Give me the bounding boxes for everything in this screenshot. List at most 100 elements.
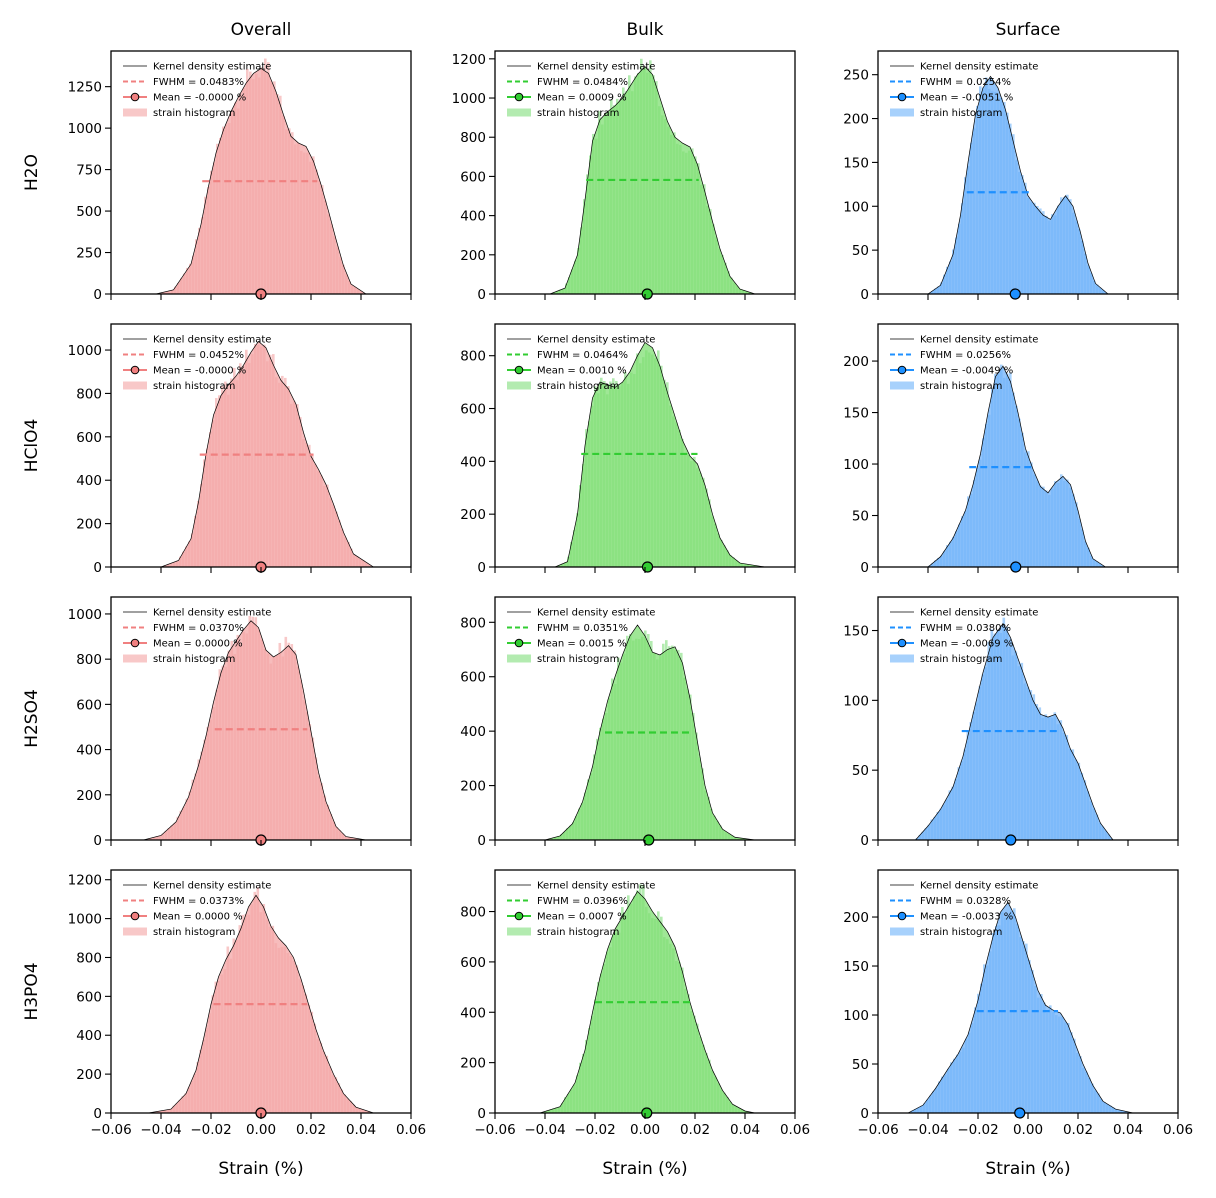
x-tick-label: 0.02 (680, 1122, 710, 1138)
legend-hist-swatch (890, 927, 914, 936)
legend-mean-swatch-marker (897, 911, 907, 921)
legend-hist-swatch (507, 381, 531, 390)
x-tick-label: −0.04 (524, 1122, 565, 1138)
y-tick-label: 100 (843, 693, 869, 709)
legend-label: strain histogram (920, 927, 1002, 938)
legend-mean-swatch-marker (514, 365, 524, 375)
mean-marker (643, 834, 655, 846)
y-tick-label: 600 (460, 169, 486, 185)
mean-marker (1010, 561, 1022, 573)
y-tick-label: 0 (93, 1106, 102, 1122)
legend-label: Mean = 0.0015 % (537, 639, 627, 650)
y-tick-label: 0 (860, 287, 869, 303)
legend-label: strain histogram (153, 108, 235, 119)
legend-hist-swatch (890, 381, 914, 390)
plot-area (155, 58, 367, 294)
subplot: 0 200 400 600 800 Kernel density estimate FWHM… (460, 596, 796, 849)
legend-label: strain histogram (920, 654, 1002, 665)
legend-hist-swatch (123, 381, 147, 390)
subplot: −0.06 −0.04 −0.02 0.00 0.02 0.04 0.06 0 50 100 150… (843, 869, 1193, 1138)
y-tick-label: 0 (93, 833, 102, 849)
legend-label: FWHM = 0.0256% (920, 350, 1011, 361)
y-tick-label: 600 (460, 955, 486, 971)
legend-hist-swatch (890, 108, 914, 117)
y-tick-label: 200 (843, 354, 869, 370)
legend-label: Kernel density estimate (920, 881, 1038, 892)
y-tick-label: 800 (460, 615, 486, 631)
y-tick-label: 800 (460, 130, 486, 146)
legend-mean-swatch-marker (130, 638, 140, 648)
kde-line (544, 624, 756, 840)
y-tick-label: 800 (460, 349, 486, 365)
y-tick-label: 50 (852, 509, 869, 525)
subplot: 0 200 400 600 800 1000 Kernel density estimate… (68, 323, 412, 576)
y-tick-label: 150 (843, 155, 869, 171)
legend-label: Mean = 0.0000 % (153, 639, 243, 650)
legend-mean-swatch-marker (897, 365, 907, 375)
x-tick-label: 0.04 (730, 1122, 760, 1138)
row-label: H3PO4 (22, 962, 42, 1020)
kde-line (927, 365, 1106, 567)
y-tick-label: 200 (76, 1067, 102, 1083)
plot-area (927, 364, 1106, 567)
y-tick-label: 150 (843, 406, 869, 422)
kde-line (148, 894, 374, 1113)
legend-mean-swatch-marker (514, 911, 524, 921)
row-label: HClO4 (22, 419, 42, 473)
y-tick-label: 1000 (68, 912, 102, 928)
legend-label: strain histogram (153, 381, 235, 392)
x-tick-label: −0.04 (907, 1122, 948, 1138)
y-tick-label: 50 (852, 1057, 869, 1073)
x-tick-label: 0.02 (296, 1122, 326, 1138)
y-tick-label: 100 (843, 1008, 869, 1024)
x-tick-label: −0.04 (140, 1122, 181, 1138)
y-tick-label: 800 (76, 386, 102, 402)
x-tick-label: 0.02 (1063, 1122, 1093, 1138)
legend-hist-swatch (890, 654, 914, 663)
legend-label: Kernel density estimate (537, 881, 655, 892)
y-tick-label: 0 (93, 287, 102, 303)
legend-label: Mean = -0.0000 % (153, 93, 246, 104)
legend-mean-swatch-marker (897, 638, 907, 648)
legend-label: FWHM = 0.0351% (537, 623, 628, 634)
y-tick-label: 250 (76, 246, 102, 262)
mean-marker (641, 561, 654, 573)
subplot: −0.06 −0.04 −0.02 0.00 0.02 0.04 0.06 0 200 400 60… (68, 869, 426, 1138)
y-tick-label: 500 (76, 204, 102, 220)
y-tick-label: 400 (460, 724, 486, 740)
legend-label: FWHM = 0.0328% (920, 896, 1011, 907)
x-tick-label: −0.06 (474, 1122, 515, 1138)
legend-label: Mean = 0.0009 % (537, 93, 627, 104)
legend-hist-swatch (123, 108, 147, 117)
mean-marker (1009, 288, 1021, 300)
y-tick-label: 1200 (68, 873, 102, 889)
legend-label: FWHM = 0.0370% (153, 623, 244, 634)
x-axis-label: Strain (%) (985, 1159, 1070, 1179)
kde-line (539, 890, 756, 1113)
y-tick-label: 100 (843, 199, 869, 215)
legend-hist-swatch (507, 654, 531, 663)
plot-area (544, 624, 756, 840)
legend-label: Kernel density estimate (537, 335, 655, 346)
subplot: 0 200 400 600 800 Kernel density estimate FWHM… (460, 323, 796, 576)
y-tick-label: 1000 (68, 343, 102, 359)
y-tick-label: 1000 (68, 121, 102, 137)
kde-line (554, 341, 766, 567)
y-tick-label: 100 (843, 457, 869, 473)
kde-fill (908, 902, 1133, 1113)
x-tick-label: 0.04 (1113, 1122, 1143, 1138)
y-tick-label: 200 (843, 910, 869, 926)
y-tick-label: 0 (477, 560, 486, 576)
legend-label: Kernel density estimate (153, 62, 271, 73)
legend-label: FWHM = 0.0483% (153, 77, 244, 88)
legend-label: strain histogram (153, 927, 235, 938)
plot-area (915, 617, 1114, 840)
plot-area (143, 615, 367, 840)
subplot: 0 250 500 750 1000 1250 Kernel density estimat… (68, 50, 412, 303)
plot-area (148, 887, 374, 1113)
subplot: 0 200 400 600 800 1000 1200 Kernel density esti… (452, 50, 796, 303)
legend-label: Mean = -0.0051 % (920, 93, 1013, 104)
legend-label: FWHM = 0.0396% (537, 896, 628, 907)
x-tick-label: 0.04 (346, 1122, 376, 1138)
